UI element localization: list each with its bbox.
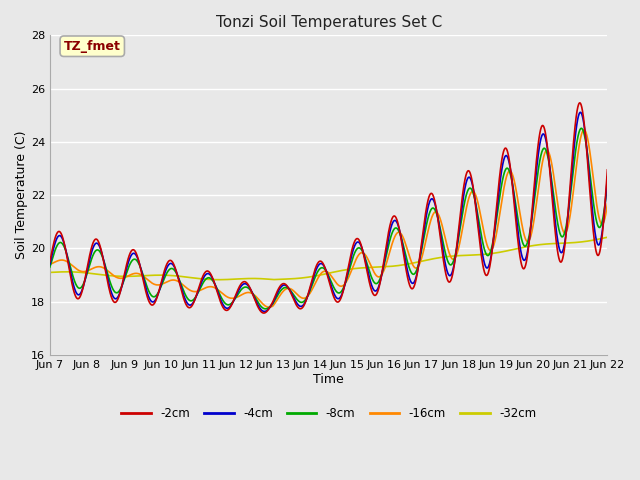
- -8cm: [46, 264, 54, 270]
- Y-axis label: Soil Temperature (C): Soil Temperature (C): [15, 131, 28, 259]
- -4cm: [260, 309, 268, 314]
- -8cm: [260, 306, 268, 312]
- -8cm: [143, 283, 150, 288]
- -2cm: [604, 167, 611, 173]
- -8cm: [262, 306, 269, 312]
- -4cm: [604, 174, 611, 180]
- -4cm: [109, 294, 117, 300]
- -2cm: [576, 100, 584, 106]
- X-axis label: Time: Time: [313, 372, 344, 385]
- -4cm: [532, 167, 540, 172]
- -16cm: [284, 286, 292, 291]
- -8cm: [532, 180, 540, 185]
- -4cm: [577, 109, 584, 115]
- -32cm: [214, 277, 222, 283]
- -32cm: [260, 276, 268, 282]
- Text: TZ_fmet: TZ_fmet: [64, 40, 121, 53]
- -2cm: [260, 310, 268, 316]
- -32cm: [143, 273, 150, 278]
- -4cm: [143, 288, 150, 293]
- -8cm: [284, 286, 292, 291]
- Legend: -2cm, -4cm, -8cm, -16cm, -32cm: -2cm, -4cm, -8cm, -16cm, -32cm: [116, 402, 541, 425]
- -2cm: [46, 259, 54, 264]
- -16cm: [265, 304, 273, 310]
- -32cm: [604, 234, 611, 240]
- -16cm: [580, 127, 588, 133]
- -16cm: [46, 262, 54, 267]
- -2cm: [532, 156, 540, 162]
- -16cm: [532, 199, 540, 205]
- Line: -2cm: -2cm: [50, 103, 607, 313]
- -8cm: [604, 181, 611, 187]
- -4cm: [46, 262, 54, 267]
- -4cm: [284, 285, 292, 290]
- -16cm: [143, 276, 150, 282]
- -2cm: [109, 299, 117, 304]
- -16cm: [604, 201, 611, 207]
- Line: -32cm: -32cm: [50, 237, 607, 280]
- -4cm: [260, 309, 268, 314]
- -2cm: [143, 291, 150, 297]
- -16cm: [593, 202, 600, 208]
- -32cm: [109, 273, 117, 279]
- -32cm: [46, 270, 54, 276]
- -8cm: [577, 125, 585, 131]
- -2cm: [260, 310, 268, 316]
- -32cm: [532, 242, 540, 248]
- -16cm: [260, 302, 268, 308]
- Line: -16cm: -16cm: [50, 130, 607, 307]
- -32cm: [284, 276, 292, 282]
- Title: Tonzi Soil Temperatures Set C: Tonzi Soil Temperatures Set C: [216, 15, 442, 30]
- -32cm: [593, 237, 600, 242]
- Line: -4cm: -4cm: [50, 112, 607, 312]
- Line: -8cm: -8cm: [50, 128, 607, 309]
- -8cm: [109, 287, 117, 293]
- -8cm: [593, 219, 600, 225]
- -16cm: [109, 273, 117, 278]
- -2cm: [284, 285, 292, 290]
- -4cm: [593, 239, 600, 245]
- -2cm: [593, 251, 600, 257]
